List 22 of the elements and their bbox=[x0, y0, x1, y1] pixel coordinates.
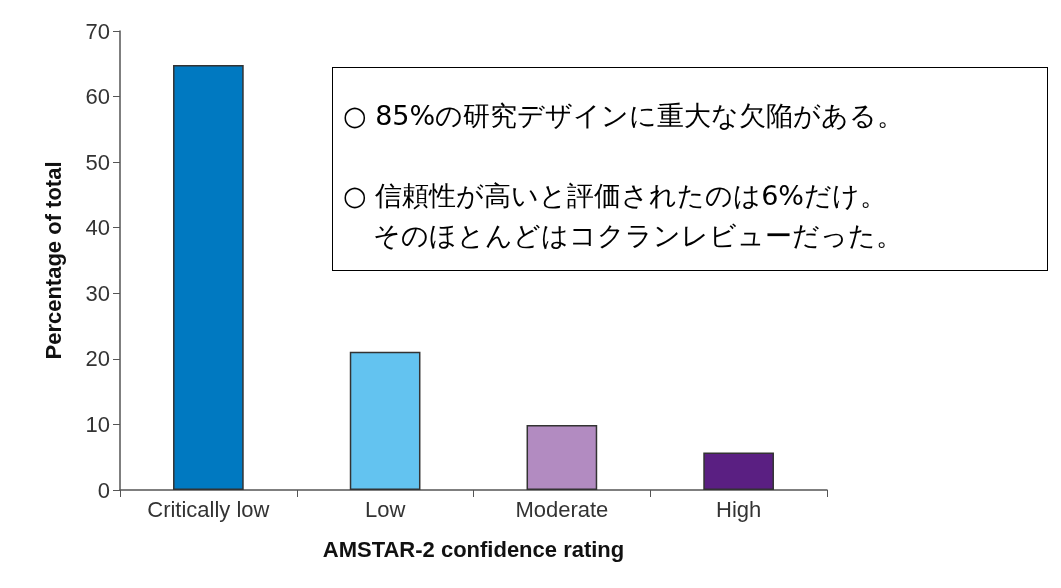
bar bbox=[526, 425, 598, 490]
y-tick-label: 10 bbox=[85, 411, 110, 437]
x-tick-label: High bbox=[716, 496, 762, 522]
x-tick-label: Moderate bbox=[515, 496, 609, 522]
bar bbox=[349, 351, 421, 490]
annotation: そのほとんどはコクランレビューだった。 bbox=[372, 219, 904, 253]
x-axis-title: AMSTAR-2 confidence rating bbox=[322, 536, 625, 562]
x-tick-label: Low bbox=[364, 496, 406, 522]
note-box: ○ 85%の研究デザインに重大な欠陥がある。 ○ 信頼性が高いと評価されたのは6%だけ。 そのほとんどはコクランレビューだった。 bbox=[332, 67, 1048, 271]
bar bbox=[173, 65, 244, 490]
y-tick-label: 0 bbox=[97, 477, 110, 503]
y-tick-label: 60 bbox=[85, 84, 110, 110]
annotation: ○ 信頼性が高いと評価されたのは6%だけ。 bbox=[343, 179, 888, 213]
bar bbox=[703, 452, 774, 490]
y-tick-label: 30 bbox=[85, 280, 110, 306]
annotation: ○ 85%の研究デザインに重大な欠陥がある。 bbox=[343, 99, 906, 133]
y-tick-label: 40 bbox=[85, 215, 110, 241]
y-tick-label: 50 bbox=[85, 149, 110, 175]
y-axis-title: Percentage of total bbox=[40, 161, 66, 360]
y-tick-label: 20 bbox=[85, 346, 110, 372]
y-tick-label: 70 bbox=[85, 18, 110, 44]
x-tick-label: Critically low bbox=[147, 496, 270, 522]
